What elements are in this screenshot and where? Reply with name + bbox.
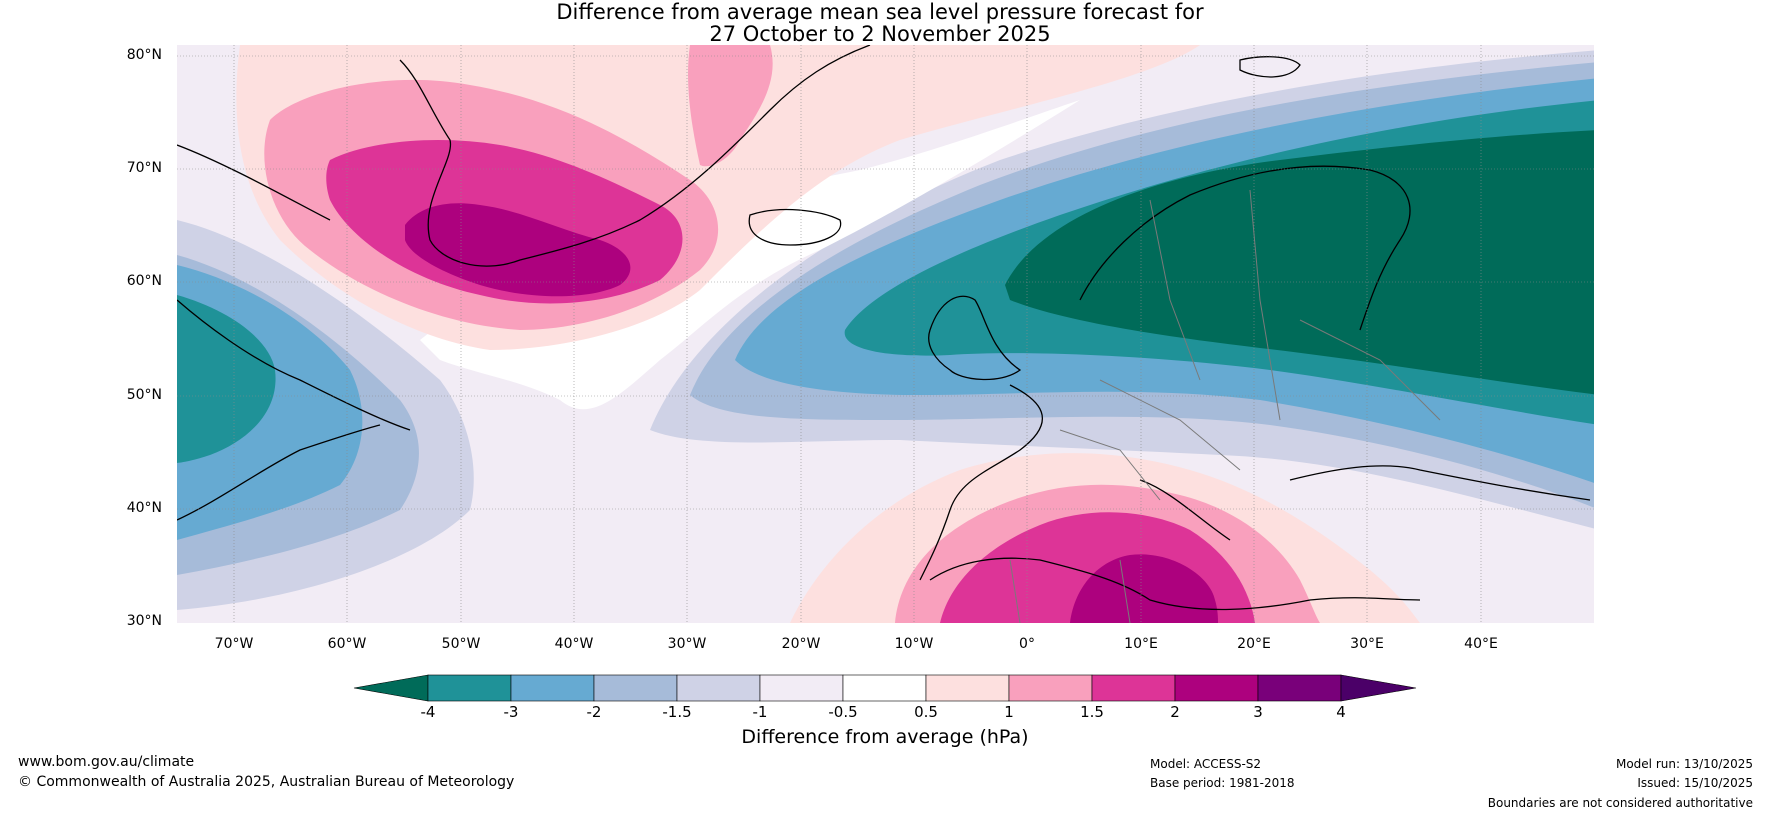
colorbar-swatch-8 bbox=[1008, 674, 1093, 702]
svalbard-coast bbox=[1239, 56, 1301, 78]
lat-label-70n: 70°N bbox=[126, 160, 162, 176]
lon-label-20w: 20°W bbox=[781, 636, 821, 652]
colorbar-tick-label: 0.5 bbox=[914, 703, 938, 721]
lon-label-20e: 20°E bbox=[1237, 636, 1271, 652]
greenland-coast bbox=[399, 45, 871, 267]
colorbar-tick-label: -2 bbox=[586, 703, 602, 721]
country-borders bbox=[1009, 189, 1441, 623]
colorbar-swatch-4 bbox=[676, 674, 761, 702]
colorbar-swatch-6 bbox=[842, 674, 927, 702]
lon-label-0: 0° bbox=[1019, 636, 1035, 652]
lon-label-40w: 40°W bbox=[554, 636, 594, 652]
anomaly-band-newfoundland-3 bbox=[177, 295, 276, 463]
lon-label-30w: 30°W bbox=[667, 636, 707, 652]
website-link[interactable]: www.bom.gov.au/climate bbox=[18, 754, 195, 770]
lat-label-80n: 80°N bbox=[126, 47, 162, 63]
colorbar-tick-label: -3 bbox=[503, 703, 519, 721]
colorbar-arrow-min bbox=[353, 674, 429, 702]
anomaly-band-greenland-1b bbox=[688, 45, 773, 167]
colorbar-swatch-5 bbox=[759, 674, 844, 702]
colorbar-swatch-7 bbox=[925, 674, 1010, 702]
gridlines bbox=[177, 45, 1594, 623]
model-run-date: Model run: 13/10/2025 bbox=[1615, 757, 1753, 771]
lat-label-60n: 60°N bbox=[126, 273, 162, 289]
iceland-coast bbox=[748, 208, 842, 246]
colorbar-tick-label: 1 bbox=[1004, 703, 1014, 721]
copyright-text: © Commonwealth of Australia 2025, Austra… bbox=[18, 774, 515, 790]
colorbar-tick-label: -1.5 bbox=[662, 703, 692, 721]
colorbar-swatch-3 bbox=[593, 674, 678, 702]
base-period: Base period: 1981-2018 bbox=[1150, 776, 1295, 790]
colorbar-tick-label: 1.5 bbox=[1080, 703, 1104, 721]
map-title-line2: 27 October to 2 November 2025 bbox=[709, 22, 1051, 46]
lon-label-60w: 60°W bbox=[327, 636, 367, 652]
colorbar-tick-label: 2 bbox=[1170, 703, 1180, 721]
model-name: Model: ACCESS-S2 bbox=[1150, 757, 1262, 771]
issued-date: Issued: 15/10/2025 bbox=[1637, 776, 1753, 790]
pressure-anomaly-field bbox=[177, 45, 1594, 623]
africa-coast bbox=[929, 557, 1421, 611]
anomaly-band-neg-4 bbox=[1005, 130, 1594, 395]
anomaly-band-med-2 bbox=[1070, 554, 1218, 623]
colorbar-swatch-9 bbox=[1091, 674, 1176, 702]
colorbar-arrow-max bbox=[1340, 674, 1417, 702]
colorbar-swatch-10 bbox=[1174, 674, 1259, 702]
map-title-line1: Difference from average mean sea level p… bbox=[556, 0, 1204, 24]
norway-scandinavia-coast bbox=[1079, 165, 1411, 331]
coastlines bbox=[177, 45, 1591, 611]
lon-label-70w: 70°W bbox=[214, 636, 254, 652]
anomaly-band-greenland-2 bbox=[405, 203, 631, 297]
lat-label-50n: 50°N bbox=[126, 387, 162, 403]
colorbar-tick-label: -4 bbox=[420, 703, 436, 721]
north-america-coast bbox=[177, 144, 411, 521]
lon-label-40e: 40°E bbox=[1464, 636, 1498, 652]
lat-label-30n: 30°N bbox=[126, 613, 162, 629]
colorbar-tick-label: -1 bbox=[752, 703, 768, 721]
colorbar-tick-label: 3 bbox=[1253, 703, 1263, 721]
lon-label-10e: 10°E bbox=[1124, 636, 1158, 652]
colorbar-tick-label: -0.5 bbox=[828, 703, 858, 721]
boundaries-disclaimer: Boundaries are not considered authoritat… bbox=[1487, 796, 1753, 810]
colorbar-title: Difference from average (hPa) bbox=[741, 726, 1029, 748]
lon-label-30e: 30°E bbox=[1350, 636, 1384, 652]
europe-coast bbox=[919, 384, 1591, 581]
british-isles-coast bbox=[928, 295, 1022, 381]
colorbar-swatch-11 bbox=[1257, 674, 1342, 702]
lon-label-10w: 10°W bbox=[894, 636, 934, 652]
colorbar-swatch-1 bbox=[427, 674, 512, 702]
country-borders-europe bbox=[1009, 189, 1441, 623]
lon-label-50w: 50°W bbox=[441, 636, 481, 652]
lat-label-40n: 40°N bbox=[126, 500, 162, 516]
colorbar-swatch-2 bbox=[510, 674, 595, 702]
colorbar-tick-label: 4 bbox=[1336, 703, 1346, 721]
